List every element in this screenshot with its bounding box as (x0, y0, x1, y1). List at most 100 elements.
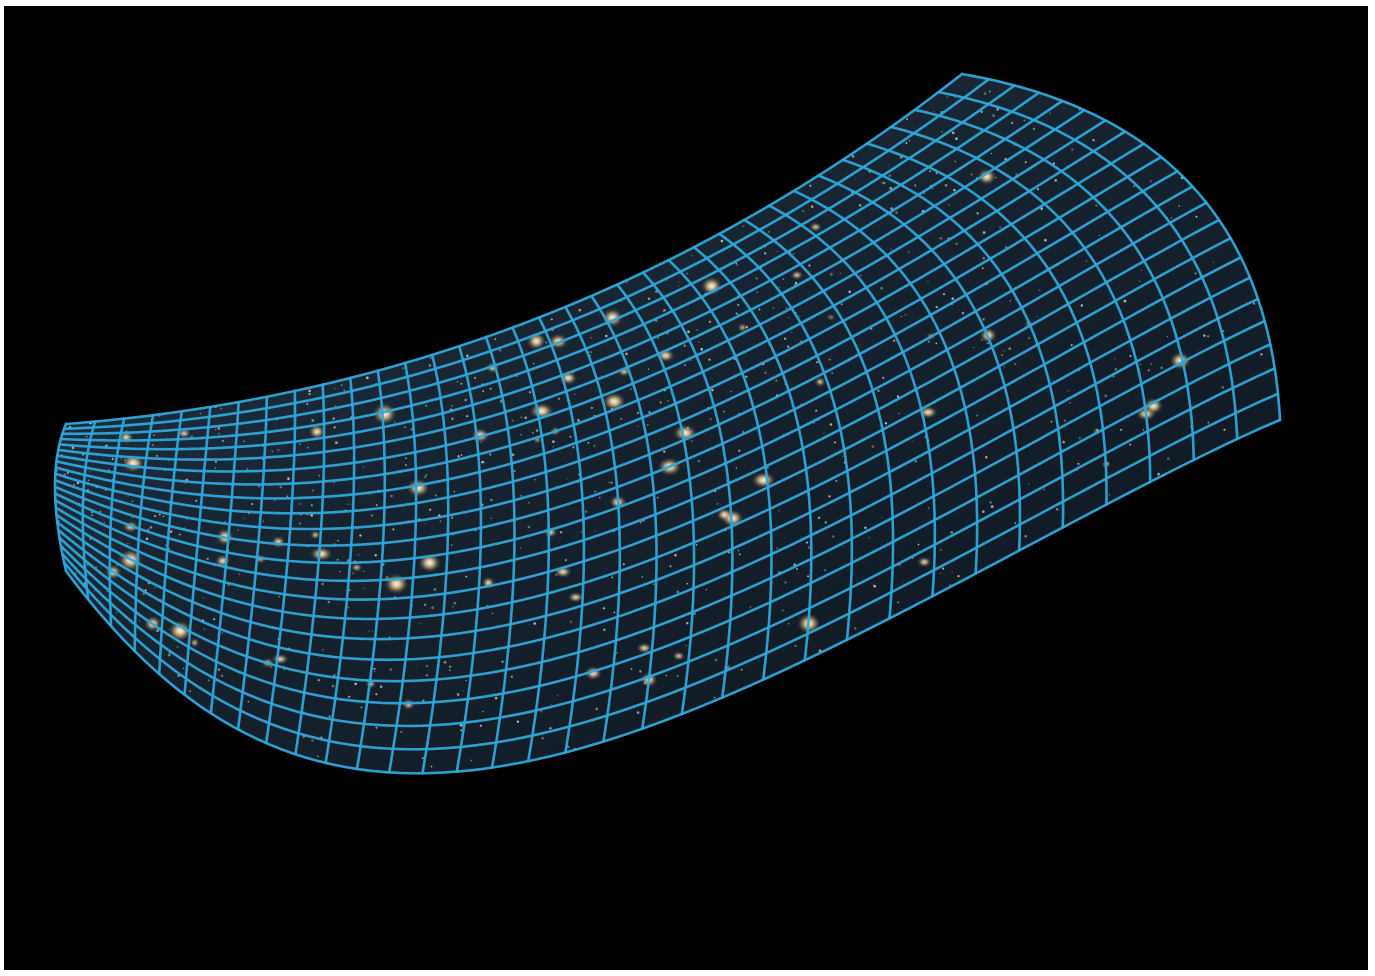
star-dot (360, 706, 363, 709)
saddle-surface-illustration (53, 72, 1282, 775)
star-dot (656, 496, 659, 499)
star-dot (737, 303, 740, 307)
star-dot (914, 460, 918, 463)
star-dot (400, 730, 403, 733)
star-dot (817, 516, 821, 520)
star-dot (723, 410, 726, 413)
star-dot (243, 440, 245, 443)
star-dot (980, 110, 983, 114)
star-dot (735, 467, 738, 469)
star-dot (1011, 121, 1014, 125)
star-dot (247, 700, 250, 703)
star-dot (941, 131, 943, 133)
star-dot (990, 152, 993, 155)
star-dot (550, 703, 552, 706)
star-dot (811, 205, 814, 208)
star-dot (593, 530, 595, 532)
galaxy-glow (191, 639, 199, 646)
star-dot (334, 405, 337, 407)
star-dot (829, 423, 833, 426)
star-dot (691, 255, 693, 257)
star-dot (156, 454, 158, 457)
star-dot (864, 526, 867, 530)
star-dot (622, 563, 625, 566)
grid-line-along (57, 108, 1086, 461)
star-dot (348, 589, 351, 592)
star-dot (158, 513, 161, 516)
star-dot (1141, 269, 1143, 271)
star-dot (995, 176, 997, 179)
star-dot (321, 648, 324, 651)
star-dot (906, 117, 909, 121)
star-dot (589, 350, 592, 354)
star-dot (246, 468, 249, 471)
grid-layer (53, 72, 1282, 775)
star-dot (566, 478, 568, 480)
star-dot (199, 412, 202, 415)
star-dot (513, 470, 516, 473)
star-dot (213, 618, 216, 621)
galaxy-glow (309, 425, 324, 438)
star-dot (882, 181, 886, 185)
star-dot (985, 455, 988, 459)
star-dot (421, 757, 424, 760)
star-dot (189, 690, 192, 693)
star-dot (462, 690, 464, 692)
star-dot (792, 253, 795, 255)
star-dot (835, 480, 838, 482)
star-dot (873, 584, 877, 588)
star-dot (85, 435, 88, 438)
star-dot (990, 505, 994, 508)
star-dot (1129, 443, 1132, 446)
star-dot (72, 483, 76, 486)
star-dot (298, 522, 302, 525)
star-dot (207, 679, 210, 682)
star-dot (453, 601, 457, 605)
star-dot (347, 503, 350, 506)
star-dot (1123, 299, 1127, 303)
star-dot (1104, 394, 1108, 398)
star-dot (429, 508, 432, 511)
grid-line-along (55, 130, 1127, 486)
star-dot (787, 622, 790, 625)
star-dot (363, 570, 365, 572)
star-dot (742, 225, 745, 227)
grid-line-along (59, 343, 1272, 705)
star-dot (394, 421, 396, 423)
star-dot (892, 339, 896, 342)
star-dot (481, 460, 484, 464)
galaxy-glow (374, 404, 396, 424)
star-dot (318, 474, 320, 477)
star-dot (888, 174, 891, 177)
star-dot (354, 682, 357, 686)
star-dot (316, 755, 320, 758)
star-dot (1207, 335, 1210, 338)
star-dot (89, 470, 91, 472)
star-dot (529, 623, 531, 625)
star-dot (373, 667, 376, 670)
star-dot (371, 630, 373, 632)
star-dot (451, 405, 453, 407)
star-dot (951, 297, 954, 300)
star-dot (646, 423, 649, 426)
star-dot (776, 250, 779, 253)
star-dot (524, 416, 528, 420)
star-dot (736, 264, 738, 266)
star-dot (572, 445, 575, 449)
star-dot (131, 516, 134, 519)
star-dot (720, 239, 724, 243)
star-dot (657, 337, 659, 339)
star-dot (511, 453, 515, 456)
star-dot (195, 499, 198, 503)
star-dot (931, 187, 934, 190)
grid-line-along (57, 297, 1260, 662)
star-dot (153, 434, 155, 436)
star-dot (559, 531, 563, 534)
star-dot (365, 376, 369, 380)
star-dot (898, 412, 900, 415)
star-dot (206, 557, 209, 561)
star-dot (957, 574, 960, 578)
star-dot (299, 443, 301, 446)
star-dot (429, 357, 432, 360)
star-dot (653, 583, 655, 585)
